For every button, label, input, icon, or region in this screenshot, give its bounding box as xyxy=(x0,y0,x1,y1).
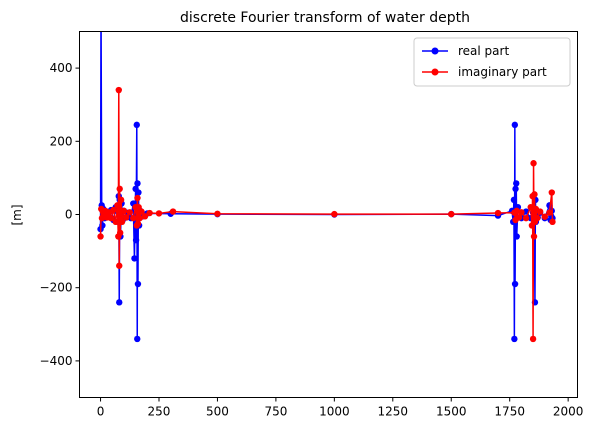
data-point xyxy=(98,0,104,5)
legend-marker-imaginary xyxy=(431,68,439,76)
data-point xyxy=(134,280,142,288)
data-point xyxy=(546,209,553,216)
data-point xyxy=(134,335,141,343)
data-point xyxy=(534,214,541,222)
data-point xyxy=(135,189,142,196)
chart-title: discrete Fourier transform of water dept… xyxy=(180,10,470,26)
data-point xyxy=(511,335,518,343)
data-point xyxy=(136,214,144,222)
x-tick-label: 1250 xyxy=(378,405,409,419)
y-tick-label: −200 xyxy=(40,281,73,295)
axis-ticks: 0 250 500 750 1000 1250 1500 1750 2000 −400 −200 0 2… xyxy=(40,61,584,418)
data-point xyxy=(530,160,537,167)
data-point xyxy=(511,121,519,129)
data-point xyxy=(116,299,123,306)
data-point xyxy=(138,208,145,215)
data-point xyxy=(518,209,525,216)
data-point xyxy=(116,229,124,236)
legend: real part imaginary part xyxy=(413,37,571,87)
x-tick-label: 500 xyxy=(206,405,229,419)
data-point xyxy=(126,209,133,216)
data-point xyxy=(155,210,163,217)
data-point xyxy=(531,191,538,198)
plot-area xyxy=(97,0,556,343)
data-point xyxy=(131,255,138,262)
data-point xyxy=(117,196,125,204)
data-point xyxy=(548,189,555,196)
data-point xyxy=(515,214,523,221)
data-point xyxy=(107,214,115,222)
x-tick-label: 750 xyxy=(264,405,287,419)
data-point xyxy=(123,214,130,221)
data-point xyxy=(110,206,117,214)
data-point xyxy=(448,210,455,218)
y-tick-label: −400 xyxy=(40,354,73,368)
x-tick-label: 250 xyxy=(148,405,171,419)
y-tick-label: 400 xyxy=(50,61,73,75)
data-point xyxy=(511,280,519,288)
data-point xyxy=(541,213,548,220)
data-point xyxy=(134,194,141,202)
data-point xyxy=(114,202,121,209)
x-tick-label: 1500 xyxy=(436,405,467,419)
data-point xyxy=(120,207,128,215)
data-point xyxy=(116,262,123,269)
data-point xyxy=(530,233,538,240)
data-point xyxy=(527,203,534,211)
data-point xyxy=(116,185,123,193)
data-point xyxy=(133,121,140,129)
y-axis-label: [m] xyxy=(10,204,24,225)
data-point xyxy=(112,218,119,226)
data-point xyxy=(97,233,104,240)
data-point xyxy=(513,180,520,187)
data-point xyxy=(134,180,141,187)
data-point xyxy=(536,208,544,215)
data-point xyxy=(513,233,520,240)
data-point xyxy=(130,214,137,222)
data-point xyxy=(214,210,221,217)
data-point xyxy=(522,214,530,222)
x-tick-label: 1750 xyxy=(494,405,525,419)
legend-marker-real xyxy=(431,47,439,55)
legend-box xyxy=(413,37,571,87)
plot-frame xyxy=(79,31,578,398)
data-point xyxy=(494,209,502,217)
data-point xyxy=(331,210,338,218)
legend-label-real: real part xyxy=(458,44,509,58)
y-tick-label: 200 xyxy=(50,134,73,148)
data-point xyxy=(132,236,140,244)
data-point xyxy=(169,208,177,215)
legend-label-imaginary: imaginary part xyxy=(458,65,547,79)
data-point xyxy=(115,86,122,94)
data-point xyxy=(549,218,556,226)
y-tick-label: 0 xyxy=(65,208,73,222)
data-point xyxy=(134,220,142,227)
data-point xyxy=(141,213,149,220)
data-point xyxy=(118,218,126,226)
x-tick-label: 0 xyxy=(97,405,105,419)
data-point xyxy=(146,209,153,217)
data-point xyxy=(512,185,519,193)
data-point xyxy=(529,335,537,343)
x-tick-label: 2000 xyxy=(553,405,584,419)
x-tick-label: 1000 xyxy=(319,405,350,419)
data-point xyxy=(510,196,518,204)
